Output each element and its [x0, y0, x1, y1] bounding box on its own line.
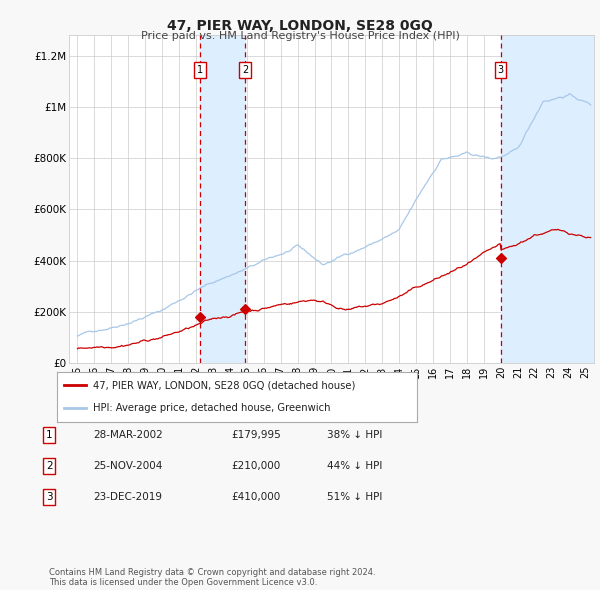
Text: 1: 1 — [46, 430, 53, 440]
Bar — [500, 35, 594, 363]
Text: 2: 2 — [242, 65, 248, 75]
Text: 47, PIER WAY, LONDON, SE28 0GQ (detached house): 47, PIER WAY, LONDON, SE28 0GQ (detached… — [93, 380, 355, 390]
Point — [496, 253, 505, 263]
Text: 28-MAR-2002: 28-MAR-2002 — [93, 430, 163, 440]
Text: Price paid vs. HM Land Registry's House Price Index (HPI): Price paid vs. HM Land Registry's House … — [140, 31, 460, 41]
Text: £179,995: £179,995 — [231, 430, 281, 440]
Text: 1: 1 — [197, 65, 203, 75]
Bar — [200, 35, 245, 363]
Text: 38% ↓ HPI: 38% ↓ HPI — [327, 430, 382, 440]
Text: 51% ↓ HPI: 51% ↓ HPI — [327, 492, 382, 502]
Text: HPI: Average price, detached house, Greenwich: HPI: Average price, detached house, Gree… — [93, 404, 331, 414]
Text: 44% ↓ HPI: 44% ↓ HPI — [327, 461, 382, 471]
Text: 25-NOV-2004: 25-NOV-2004 — [93, 461, 163, 471]
Text: 3: 3 — [497, 65, 503, 75]
Text: 23-DEC-2019: 23-DEC-2019 — [93, 492, 162, 502]
Point — [241, 304, 250, 314]
Text: 47, PIER WAY, LONDON, SE28 0GQ: 47, PIER WAY, LONDON, SE28 0GQ — [167, 19, 433, 34]
Text: 2: 2 — [46, 461, 53, 471]
Text: 3: 3 — [46, 492, 53, 502]
Text: Contains HM Land Registry data © Crown copyright and database right 2024.
This d: Contains HM Land Registry data © Crown c… — [49, 568, 376, 587]
Point — [195, 312, 205, 322]
Text: £210,000: £210,000 — [231, 461, 280, 471]
Text: £410,000: £410,000 — [231, 492, 280, 502]
